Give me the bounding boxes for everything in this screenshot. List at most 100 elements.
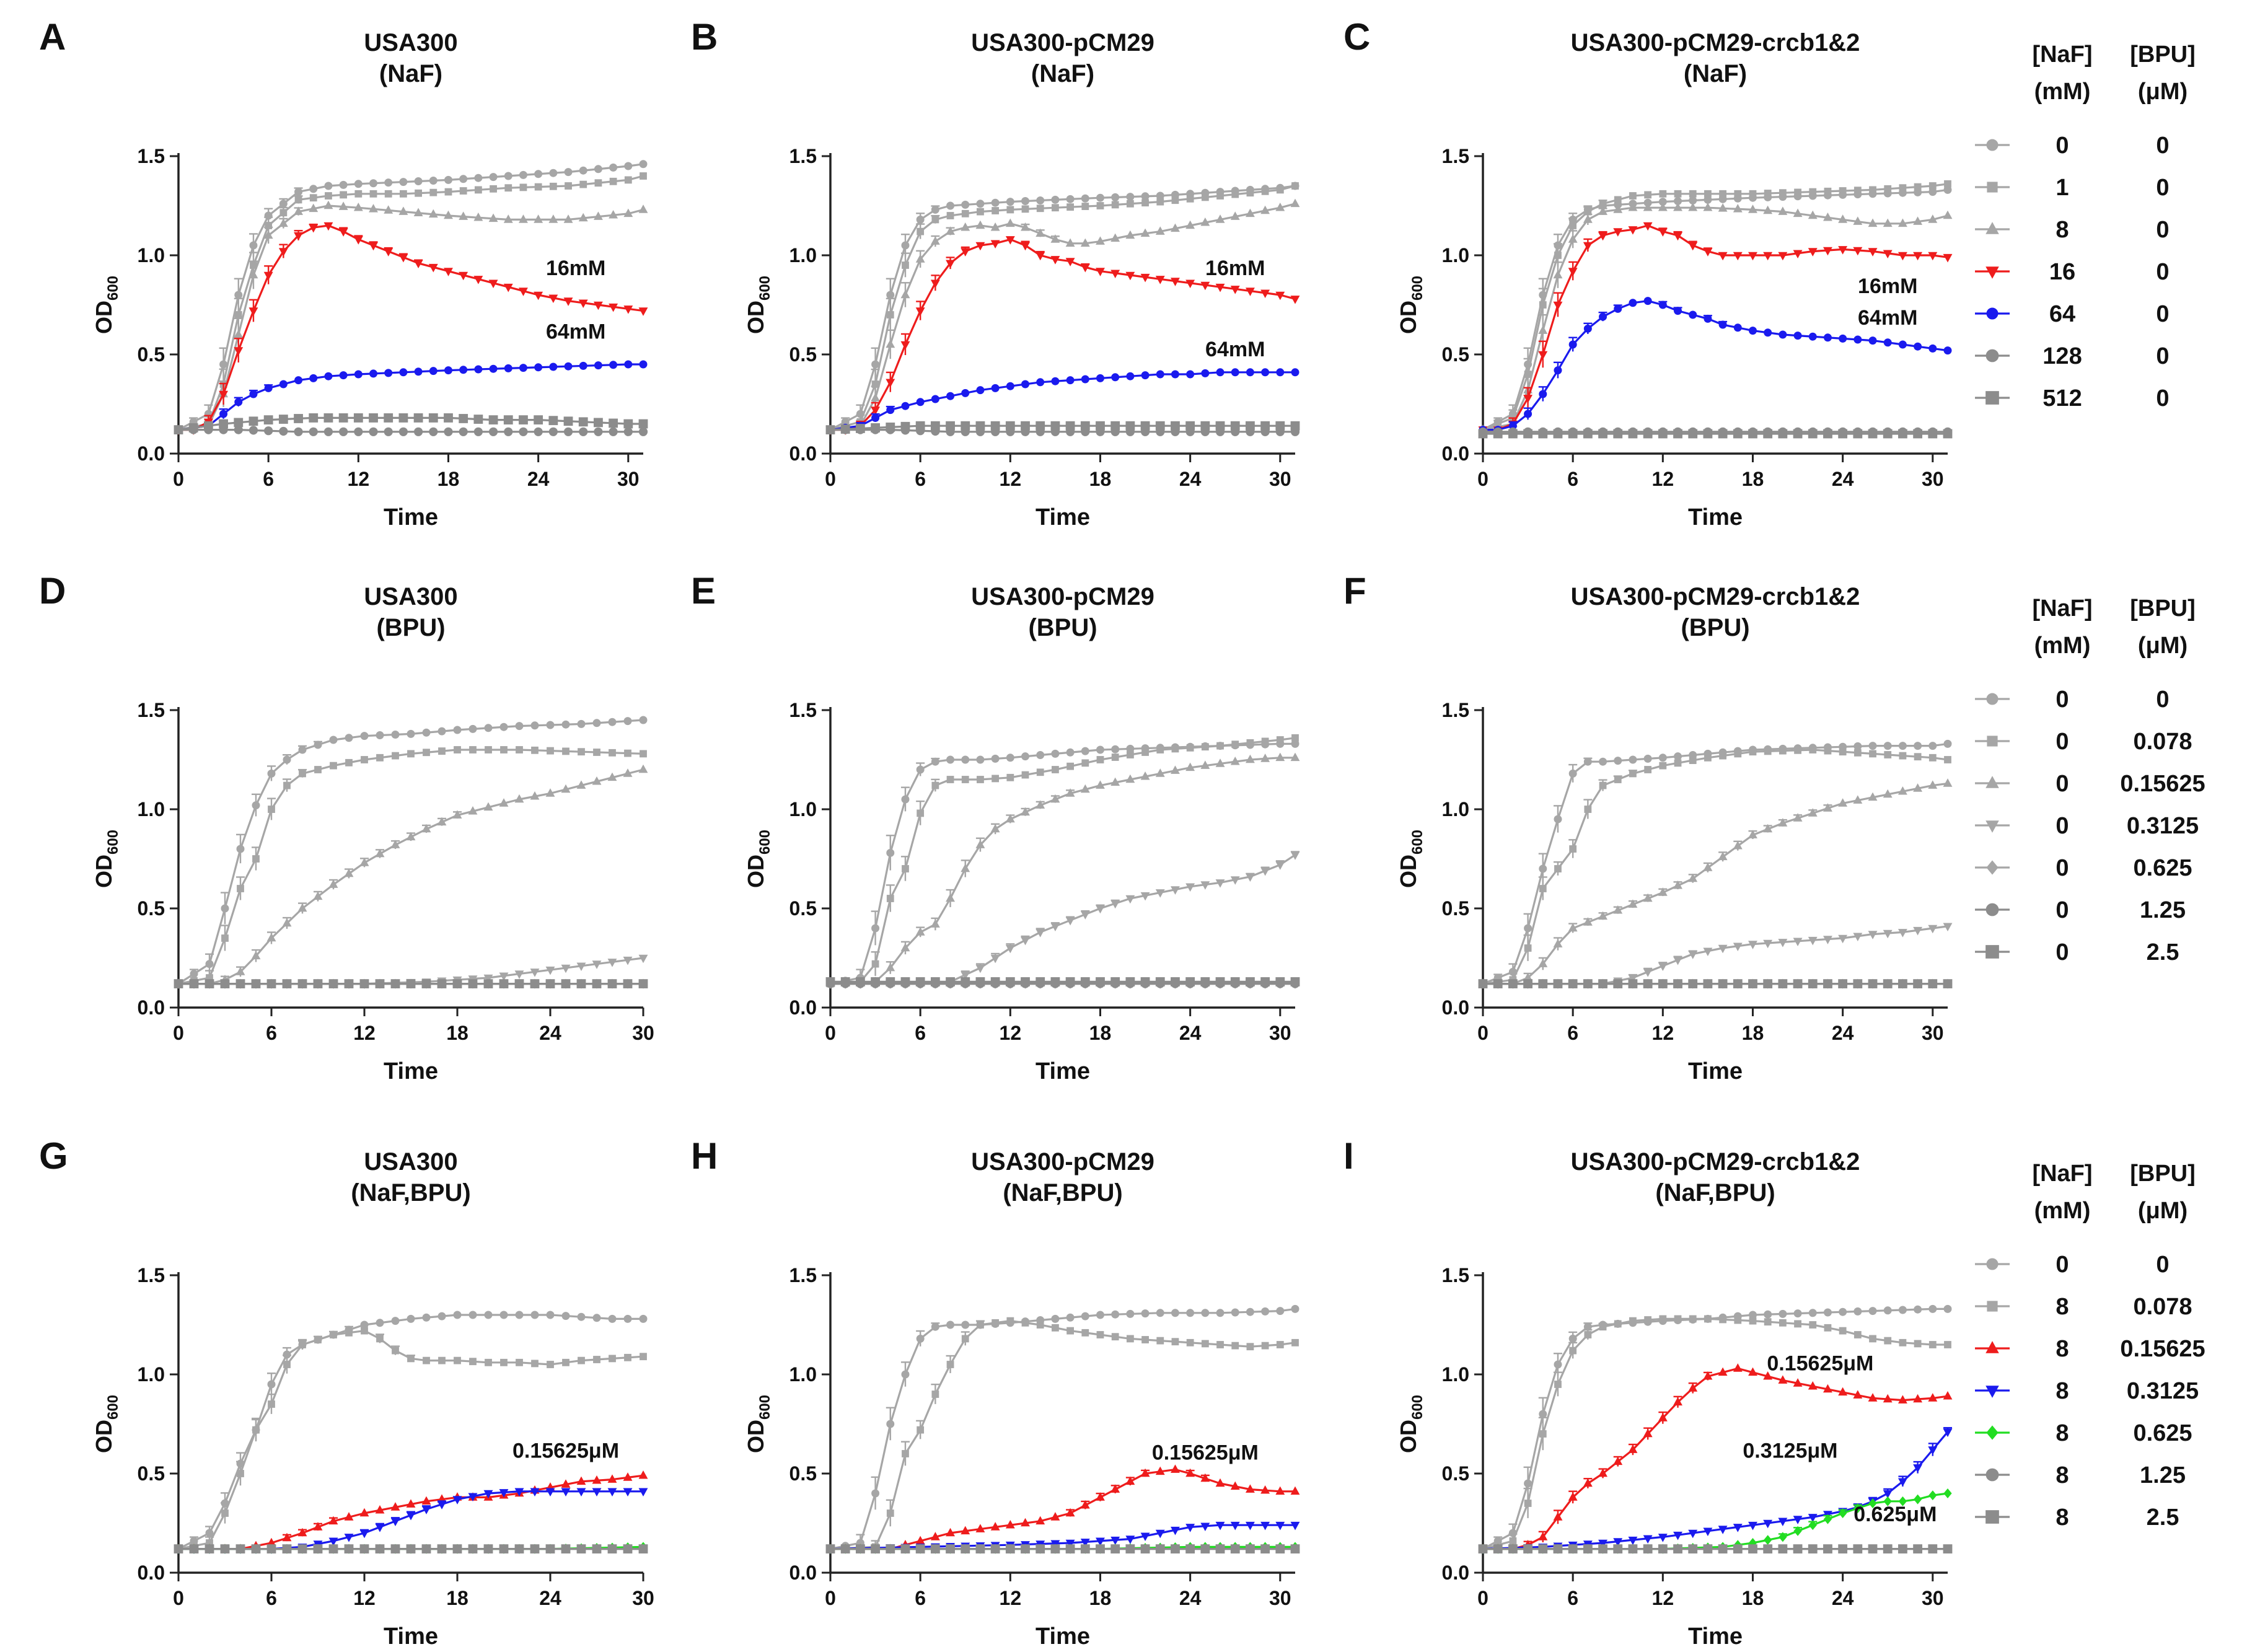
data-point	[1943, 778, 1953, 787]
series-line	[1483, 925, 1948, 985]
data-point	[1883, 250, 1893, 259]
data-point	[422, 728, 431, 737]
data-point	[1261, 1307, 1270, 1316]
data-point	[174, 979, 183, 988]
series-1	[175, 172, 647, 434]
data-point	[1658, 962, 1668, 972]
data-point	[1246, 739, 1254, 747]
data-point	[294, 232, 303, 241]
data-point	[1111, 1310, 1120, 1319]
data-point	[1703, 429, 1713, 439]
data-point	[252, 801, 260, 810]
data-point	[1005, 977, 1015, 986]
data-point	[1141, 1309, 1150, 1318]
data-point	[1928, 979, 1938, 988]
data-point	[1021, 1544, 1030, 1553]
data-point	[298, 745, 307, 754]
data-point	[1538, 979, 1548, 988]
data-point	[324, 372, 333, 380]
data-point	[855, 424, 865, 433]
data-point	[1883, 1496, 1892, 1506]
legend-marker	[1986, 860, 1999, 875]
data-point	[530, 1488, 540, 1497]
data-point	[429, 188, 438, 196]
data-point	[399, 178, 408, 187]
y-axis-label-subscript: 600	[105, 830, 121, 855]
legend-bpu-value: 0	[2156, 133, 2169, 159]
data-point	[915, 977, 925, 986]
data-point	[384, 369, 393, 377]
data-point	[1171, 1309, 1179, 1317]
data-point	[916, 398, 925, 406]
data-point	[1066, 748, 1075, 757]
data-point	[384, 205, 394, 214]
legend-bpu-value: 0	[2156, 687, 2169, 713]
data-point	[930, 1544, 940, 1553]
data-point	[1838, 214, 1848, 223]
data-point	[1853, 933, 1863, 942]
data-point	[268, 806, 275, 813]
data-point	[483, 1544, 493, 1553]
data-point	[1052, 1324, 1059, 1332]
data-point	[1719, 752, 1726, 760]
data-point	[328, 1544, 338, 1553]
data-point	[220, 979, 230, 988]
data-point	[1928, 925, 1938, 934]
data-point	[1171, 1526, 1180, 1536]
data-point	[453, 726, 462, 734]
data-point	[444, 427, 453, 436]
data-point	[1613, 429, 1623, 439]
data-point	[1928, 429, 1938, 439]
data-point	[1215, 421, 1225, 431]
y-tick-label: 0.5	[789, 897, 817, 920]
data-point	[359, 979, 369, 988]
data-point	[623, 1472, 633, 1481]
data-point	[592, 776, 602, 785]
data-point	[975, 1524, 985, 1532]
data-point	[361, 1327, 368, 1335]
data-point	[992, 207, 1000, 214]
data-point	[1928, 1490, 1937, 1501]
data-point	[1523, 979, 1532, 988]
data-point	[375, 1524, 385, 1532]
data-point	[504, 364, 512, 372]
data-point	[483, 979, 493, 988]
data-point	[444, 210, 453, 219]
data-point	[930, 1532, 940, 1540]
data-point	[323, 222, 333, 231]
data-point	[406, 1499, 416, 1508]
data-point	[1914, 1340, 1922, 1348]
data-point	[1913, 429, 1923, 439]
data-point	[609, 427, 618, 436]
data-point	[313, 1522, 323, 1531]
data-point	[369, 427, 378, 436]
series-line	[830, 1469, 1295, 1550]
data-point	[1156, 370, 1164, 379]
data-point	[503, 283, 513, 292]
x-tick-label: 30	[1922, 468, 1944, 490]
data-point	[1051, 377, 1060, 385]
legend-bpu-value: 0	[2156, 1252, 2169, 1278]
data-point	[309, 224, 319, 233]
x-axis-label: Time	[1688, 1058, 1743, 1084]
data-point	[1779, 189, 1787, 197]
panel-a: A USA300(NaF)0.00.51.01.50 6 12 18 24 30TimeOD…	[39, 16, 648, 530]
data-point	[423, 749, 430, 757]
legend-marker	[1986, 1425, 1999, 1440]
legend-header-bpu: [BPU]	[2130, 42, 2196, 68]
data-point	[1614, 1320, 1622, 1328]
data-point	[886, 406, 895, 415]
y-axis-label: OD600	[91, 830, 121, 888]
data-point	[1111, 754, 1119, 761]
data-point	[638, 419, 648, 429]
data-point	[1200, 977, 1210, 986]
legend-header-naf: [NaF]	[2032, 42, 2092, 68]
data-point	[946, 201, 955, 210]
data-point	[1628, 1536, 1638, 1545]
data-point	[344, 1512, 354, 1521]
data-point	[915, 1544, 925, 1553]
data-point	[1643, 1544, 1653, 1553]
data-point	[1869, 750, 1876, 758]
data-point	[990, 1544, 1000, 1553]
